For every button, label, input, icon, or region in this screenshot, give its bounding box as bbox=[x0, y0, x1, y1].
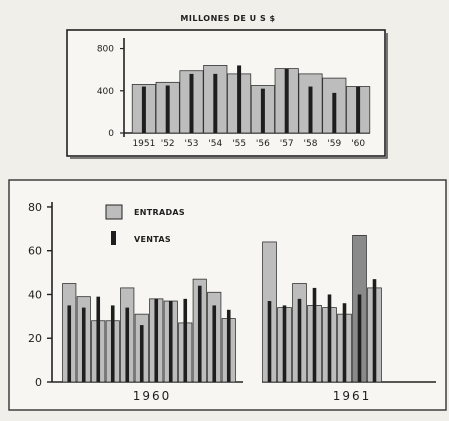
top-bar-ventas bbox=[260, 88, 265, 133]
unit-title: MILLONES DE U S $ bbox=[180, 14, 275, 23]
bottom-bar-ventas bbox=[372, 279, 377, 382]
legend-swatch-entradas bbox=[105, 204, 123, 220]
top-bar-ventas bbox=[141, 86, 146, 133]
top-x-tick-label: '52 bbox=[161, 139, 175, 149]
bottom-chart: ENTRADAS VENTAS 0 20 40 60 80 1960 1961 bbox=[8, 179, 447, 411]
top-x-tick-label: '60 bbox=[351, 139, 365, 149]
top-bar-ventas bbox=[284, 68, 289, 133]
bottom-y-tick-label: 0 bbox=[35, 376, 42, 389]
bottom-bar-ventas bbox=[226, 309, 231, 382]
legend-swatch-ventas bbox=[111, 231, 116, 245]
legend-label-entradas: ENTRADAS bbox=[134, 208, 185, 217]
bottom-bar-ventas bbox=[267, 301, 272, 382]
bottom-bar-ventas bbox=[139, 325, 144, 382]
bottom-bar-ventas bbox=[312, 287, 317, 382]
bottom-bar-ventas bbox=[297, 298, 302, 382]
top-bar-ventas bbox=[237, 65, 242, 133]
bottom-bar-ventas bbox=[154, 298, 159, 382]
bottom-bar-ventas bbox=[125, 307, 130, 382]
top-plot-area: 0 400 800 1951 '52 '53 '54 '55 '56 '57 '58 '59 '60 bbox=[97, 38, 371, 149]
bottom-bar-ventas bbox=[168, 301, 173, 382]
bottom-bar-ventas bbox=[282, 305, 287, 382]
bottom-y-tick-label: 20 bbox=[28, 332, 42, 345]
top-chart-shadow bbox=[70, 33, 388, 159]
top-x-tick-label: '55 bbox=[232, 139, 246, 149]
top-chart: MILLONES DE U S $ 0 400 800 1951 '52 '53 '54 '5… bbox=[66, 14, 388, 159]
panel-label-1960: 1960 bbox=[133, 389, 172, 403]
top-x-tick-label: '53 bbox=[185, 139, 199, 149]
top-x-tick-label: '54 bbox=[208, 139, 222, 149]
bottom-bar-ventas bbox=[96, 296, 101, 382]
top-x-tick-label: '58 bbox=[304, 139, 318, 149]
top-bar-ventas bbox=[308, 86, 313, 133]
top-x-tick-label: '57 bbox=[280, 139, 294, 149]
top-bar-ventas bbox=[189, 73, 194, 133]
bottom-bar-ventas bbox=[81, 307, 86, 382]
bottom-bar-ventas bbox=[212, 305, 217, 382]
top-bar-ventas bbox=[332, 92, 337, 133]
top-x-tick-label: 1951 bbox=[132, 139, 155, 149]
top-bar-ventas bbox=[165, 85, 170, 133]
bottom-bar-ventas bbox=[357, 294, 362, 382]
bottom-y-tick-label: 60 bbox=[28, 245, 42, 258]
top-bar-ventas bbox=[356, 86, 361, 133]
bottom-plot-area: 0 20 40 60 80 bbox=[28, 201, 436, 389]
top-y-tick-label: 400 bbox=[97, 87, 114, 97]
top-y-tick-label: 0 bbox=[108, 129, 114, 139]
legend-label-ventas: VENTAS bbox=[134, 235, 171, 244]
top-x-tick-label: '59 bbox=[327, 139, 341, 149]
bottom-y-tick-label: 40 bbox=[28, 288, 42, 301]
bottom-bar-ventas bbox=[67, 305, 72, 382]
top-x-tick-label: '56 bbox=[256, 139, 270, 149]
legend: ENTRADAS VENTAS bbox=[105, 204, 185, 245]
bottom-y-tick-label: 80 bbox=[28, 201, 42, 214]
bottom-bar-ventas bbox=[110, 305, 115, 382]
bottom-bar-ventas bbox=[327, 294, 332, 382]
bottom-bar-ventas bbox=[183, 298, 188, 382]
panel-label-1961: 1961 bbox=[333, 389, 372, 403]
bottom-bar-ventas bbox=[342, 303, 347, 382]
top-bar-ventas bbox=[213, 73, 218, 133]
top-y-tick-label: 800 bbox=[97, 45, 114, 55]
bottom-bar-ventas bbox=[197, 285, 202, 382]
